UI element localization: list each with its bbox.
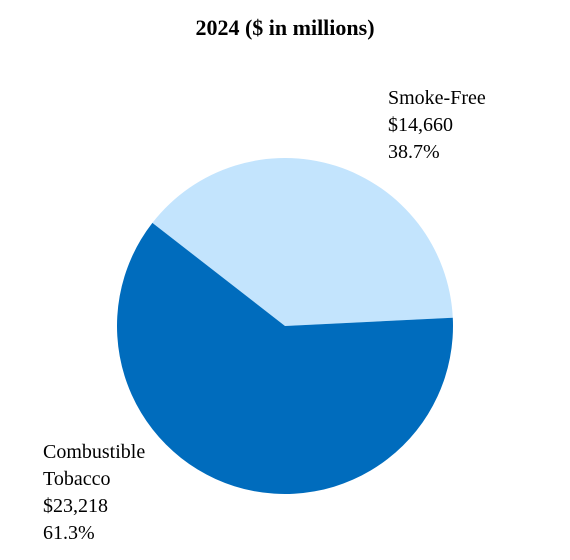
chart-title: 2024 ($ in millions) [195, 15, 375, 40]
pie-slice-smoke-free [152, 158, 453, 326]
slice-label-smoke-free: Smoke-Free $14,660 38.7% [388, 85, 486, 166]
slice-name: Smoke-Free [388, 87, 486, 109]
slice-name-line-2: Tobacco [43, 468, 111, 490]
slice-name-line-1: Combustible [43, 441, 146, 463]
slice-percent: 61.3% [43, 522, 95, 544]
slice-percent: 38.7% [388, 141, 440, 163]
slice-value: $14,660 [388, 114, 453, 136]
slice-label-combustible-tobacco: Combustible Tobacco $23,218 61.3% [43, 439, 145, 547]
pie-slice-combustible-tobacco [117, 222, 454, 494]
slice-value: $23,218 [43, 495, 108, 517]
